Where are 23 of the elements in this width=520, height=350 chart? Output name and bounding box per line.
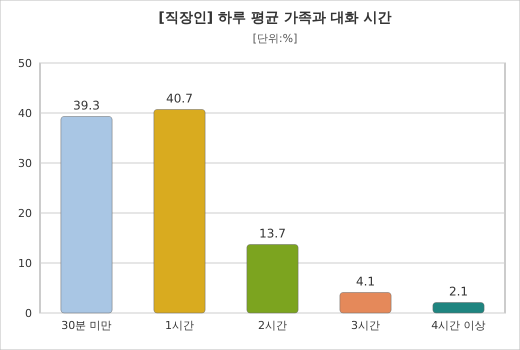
bar (60, 116, 112, 314)
x-tick-label: 4시간 이상 (431, 319, 486, 332)
y-tick-label: 30 (18, 157, 32, 170)
data-label: 39.3 (73, 98, 100, 112)
chart-title: [직장인] 하루 평균 가족과 대화 시간 (158, 10, 392, 26)
bar (340, 292, 392, 314)
x-tick-label: 1시간 (165, 319, 194, 332)
x-tick-label: 30분 미만 (61, 319, 112, 332)
y-tick-label: 0 (25, 307, 32, 320)
bar (246, 244, 298, 314)
chart-subtitle: [단위:%] (252, 32, 298, 45)
bar (432, 302, 484, 314)
x-tick-label: 2시간 (258, 319, 287, 332)
bar (154, 109, 206, 314)
data-label: 13.7 (259, 226, 286, 240)
x-tick-label: 3시간 (351, 319, 380, 332)
y-tick-label: 50 (18, 57, 32, 70)
y-tick-label: 20 (18, 207, 32, 220)
data-label: 2.1 (448, 284, 468, 298)
y-tick-label: 40 (18, 107, 32, 120)
data-label: 40.7 (166, 92, 193, 106)
y-tick-label: 10 (18, 257, 32, 270)
data-label: 4.1 (356, 274, 376, 288)
